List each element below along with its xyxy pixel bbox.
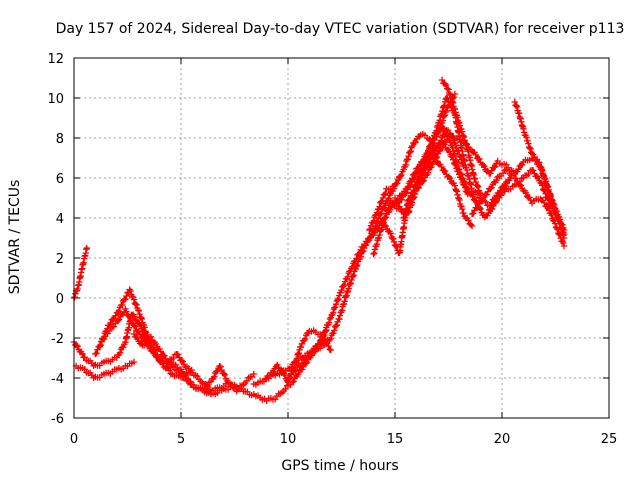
series-sat-g: [167, 358, 257, 395]
x-tick-label: 5: [177, 432, 185, 447]
data-series: [70, 76, 568, 405]
chart-title: Day 157 of 2024, Sidereal Day-to-day VTE…: [56, 21, 625, 37]
series-sat-c: [72, 358, 138, 382]
y-axis-label: SDTVAR / TECUs: [7, 180, 23, 295]
data-point-markers: [72, 358, 138, 382]
series-sat-e: [96, 286, 195, 381]
series-sat-t: [511, 98, 568, 242]
y-tick-labels: -6 -4 -2 0 2 4 6 8 10 12: [47, 52, 64, 427]
data-point-markers: [511, 98, 568, 242]
x-tick-label: 0: [70, 432, 78, 447]
y-tick-label: -4: [51, 372, 64, 387]
y-tick-label: 0: [56, 292, 64, 307]
data-point-markers: [96, 286, 195, 381]
grid-lines: [74, 58, 609, 418]
x-tick-label: 20: [494, 432, 511, 447]
series-sat-u: [391, 132, 467, 217]
data-point-markers: [391, 132, 467, 217]
data-point-markers: [167, 358, 257, 395]
y-tick-label: -6: [51, 412, 64, 427]
y-tick-label: 10: [47, 92, 64, 107]
y-tick-label: 8: [56, 132, 64, 147]
x-tick-labels: 0 5 10 15 20 25: [70, 432, 617, 447]
axis-ticks: [73, 57, 610, 419]
y-tick-label: 2: [56, 252, 64, 267]
y-tick-label: 4: [56, 212, 64, 227]
y-tick-label: 12: [47, 52, 64, 67]
plot-frame: [73, 57, 610, 419]
x-tick-label: 15: [387, 432, 404, 447]
y-tick-label: -2: [51, 332, 64, 347]
series-sat-q: [438, 76, 484, 198]
x-axis-label: GPS time / hours: [281, 458, 398, 474]
y-tick-label: 6: [56, 172, 64, 187]
x-tick-label: 25: [601, 432, 618, 447]
data-point-markers: [438, 76, 484, 198]
x-tick-label: 10: [280, 432, 297, 447]
